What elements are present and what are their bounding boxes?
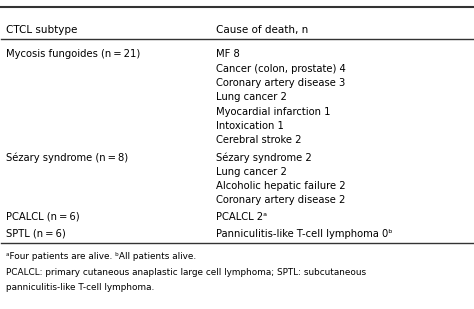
Text: panniculitis-like T-cell lymphoma.: panniculitis-like T-cell lymphoma.	[6, 283, 155, 292]
Text: PCALCL 2ᵃ: PCALCL 2ᵃ	[216, 212, 267, 222]
Text: Coronary artery disease 3: Coronary artery disease 3	[216, 78, 345, 88]
Text: Sézary syndrome 2: Sézary syndrome 2	[216, 152, 311, 163]
Text: Intoxication 1: Intoxication 1	[216, 121, 283, 131]
Text: Cancer (colon, prostate) 4: Cancer (colon, prostate) 4	[216, 64, 346, 74]
Text: Cause of death, n: Cause of death, n	[216, 25, 308, 35]
Text: Coronary artery disease 2: Coronary artery disease 2	[216, 195, 345, 205]
Text: Lung cancer 2: Lung cancer 2	[216, 167, 287, 176]
Text: Mycosis fungoides (n = 21): Mycosis fungoides (n = 21)	[6, 49, 140, 59]
Text: Panniculitis-like T-cell lymphoma 0ᵇ: Panniculitis-like T-cell lymphoma 0ᵇ	[216, 229, 392, 239]
Text: PCALCL: primary cutaneous anaplastic large cell lymphoma; SPTL: subcutaneous: PCALCL: primary cutaneous anaplastic lar…	[6, 269, 366, 277]
Text: Lung cancer 2: Lung cancer 2	[216, 92, 287, 102]
Text: PCALCL (n = 6): PCALCL (n = 6)	[6, 212, 80, 222]
Text: Cerebral stroke 2: Cerebral stroke 2	[216, 135, 301, 146]
Text: Myocardial infarction 1: Myocardial infarction 1	[216, 107, 330, 117]
Text: Sézary syndrome (n = 8): Sézary syndrome (n = 8)	[6, 152, 128, 163]
Text: CTCL subtype: CTCL subtype	[6, 25, 77, 35]
Text: Alcoholic hepatic failure 2: Alcoholic hepatic failure 2	[216, 181, 346, 191]
Text: MF 8: MF 8	[216, 49, 239, 59]
Text: ᵃFour patients are alive. ᵇAll patients alive.: ᵃFour patients are alive. ᵇAll patients …	[6, 252, 196, 261]
Text: SPTL (n = 6): SPTL (n = 6)	[6, 229, 66, 239]
